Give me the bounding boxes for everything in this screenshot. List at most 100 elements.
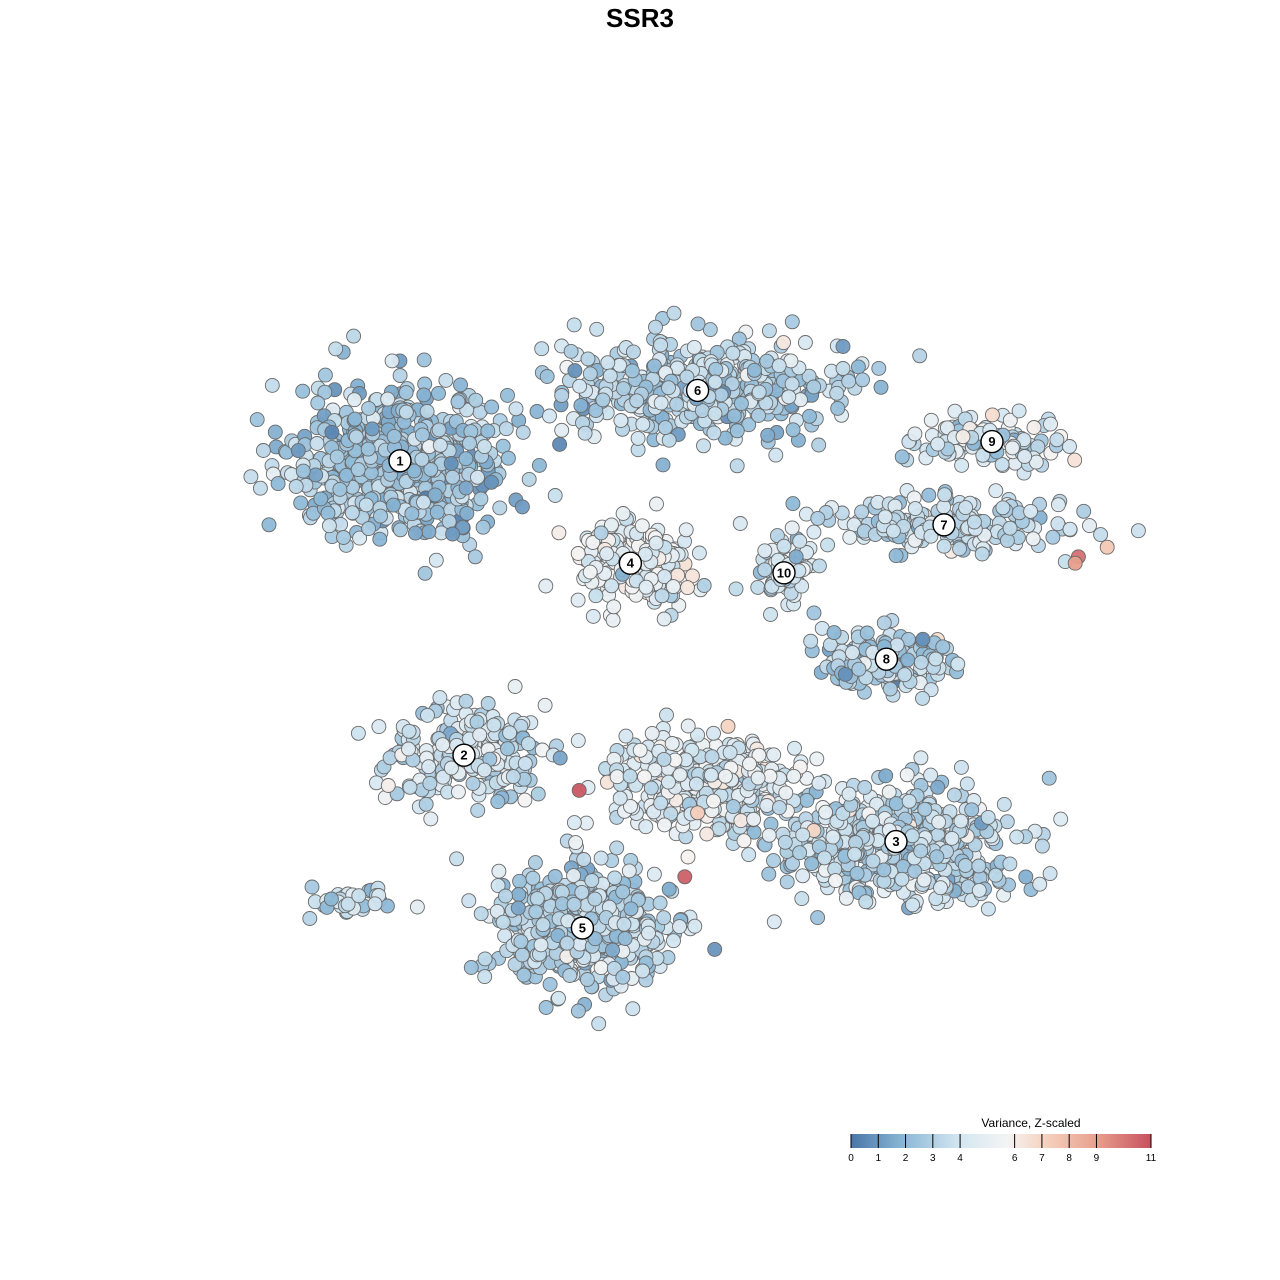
cell-point [324,424,340,440]
cell-point [877,509,893,525]
cell-point [1002,520,1018,536]
cell-point [1062,521,1078,537]
cell-point [328,341,344,357]
cell-point [414,451,430,467]
cell-point [537,697,553,713]
cell-point [894,449,910,465]
cell-point [463,960,479,975]
cell-point [310,395,326,411]
cell-point [510,900,526,916]
cell-point [930,779,946,795]
cell-point [761,323,777,339]
legend-tick-label: 2 [903,1153,909,1164]
cell-point [421,759,437,775]
cell-point [935,639,951,655]
cell-point [950,656,966,672]
cell-point [980,901,996,917]
cell-point [707,406,723,422]
cell-point [625,344,641,360]
cell-point [733,813,749,829]
cell-point [688,776,704,792]
cell-point [593,525,609,541]
cell-point [459,505,475,521]
cell-point [771,800,787,816]
cell-point [897,667,913,683]
cluster-label-text: 2 [460,748,467,763]
cell-point [936,538,952,554]
cell-point [797,335,813,350]
cell-point [630,430,646,446]
cell-point [261,517,277,533]
cell-point [811,775,827,791]
cell-point [732,516,748,531]
cell-point [562,968,578,983]
cell-point [367,896,383,912]
cell-point [917,801,933,817]
cell-point [618,728,634,744]
cell-point [766,747,782,763]
cell-point [495,914,511,930]
cell-point [954,457,970,473]
cell-point [806,605,822,621]
cell-point [726,408,742,424]
cell-point [625,1001,641,1017]
cell-point [380,391,396,407]
cell-point [802,408,817,424]
cell-point [421,524,437,540]
cell-point [876,862,892,878]
cell-point [602,368,618,384]
cell-point [706,793,721,809]
cell-point [1045,529,1061,545]
cell-point [529,404,545,419]
cell-point [953,759,969,775]
cell-point [654,588,670,604]
cluster-label: 4 [618,551,643,575]
cell-point [947,403,963,419]
cell-point [999,533,1015,548]
cell-point [728,581,744,597]
cell-point [659,707,674,723]
cell-point [750,770,766,786]
cell-point [473,906,489,922]
cell-point [830,400,846,416]
cell-point [401,741,416,757]
cell-point [372,531,388,547]
cell-point [746,811,762,827]
cell-point [785,422,801,438]
cell-point [946,787,962,803]
cluster-label-text: 5 [579,921,586,936]
cell-point [604,517,619,533]
cell-point [841,373,857,389]
cell-point [652,895,668,911]
cell-point [725,799,741,815]
cell-point [483,474,499,490]
cell-point [696,438,711,454]
cell-point [736,833,752,849]
cell-point [641,925,656,941]
cell-point [270,476,286,492]
cell-point [573,398,589,413]
cluster-label-text: 1 [396,453,403,468]
cell-point [644,725,660,741]
cell-point [646,358,662,374]
legend-tick-label: 0 [848,1153,854,1164]
cell-point [699,826,715,842]
cell-point [450,784,466,800]
cell-point [811,437,827,453]
cell-point [243,469,259,485]
cell-point [500,450,516,466]
cell-point [417,565,433,581]
cell-point [360,441,376,457]
cell-point [571,782,587,798]
cell-point [477,969,493,985]
cell-point [458,480,474,496]
cell-point [580,351,596,367]
cell-point [472,727,488,743]
cell-point [607,870,623,886]
cell-point [361,400,377,416]
cell-point [568,835,584,851]
cell-point [255,443,271,458]
cell-point [656,751,672,767]
cell-point [309,436,325,451]
cell-point [428,552,444,568]
